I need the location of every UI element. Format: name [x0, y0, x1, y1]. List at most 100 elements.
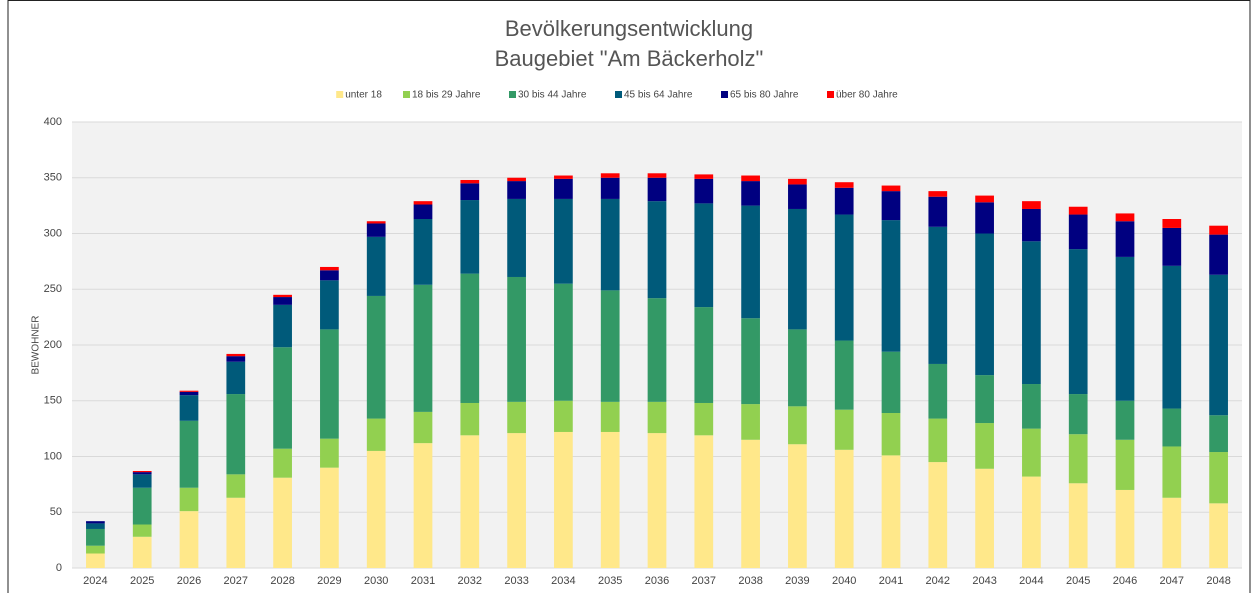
bar-segment	[600, 290, 620, 402]
bar-segment	[366, 418, 386, 451]
bar-segment	[1068, 434, 1088, 484]
x-tick-label: 2035	[598, 575, 622, 587]
legend-label: 65 bis 80 Jahre	[730, 90, 799, 101]
legend-swatch	[509, 91, 516, 98]
bar-segment	[1209, 225, 1228, 235]
bar-segment	[694, 435, 714, 568]
bar-segment	[1022, 476, 1041, 568]
bar-segment	[881, 220, 901, 352]
x-tick-label: 2047	[1160, 575, 1184, 587]
bar-segment	[273, 448, 292, 478]
bar-segment	[600, 198, 620, 291]
bar-segment	[413, 443, 433, 568]
bar-segment	[881, 351, 901, 414]
bar-segment	[788, 184, 807, 209]
legend-swatch	[827, 91, 834, 98]
bar-segment	[366, 450, 386, 568]
bar-segment	[1022, 428, 1041, 477]
bar-segment	[507, 433, 526, 568]
bar-segment	[788, 406, 807, 445]
bar-segment	[788, 329, 807, 407]
y-tick-label: 250	[44, 283, 62, 295]
bar-segment	[273, 347, 292, 449]
chart-title: Bevölkerungsentwicklung	[505, 16, 753, 41]
y-tick-label: 150	[44, 395, 62, 407]
bar-segment	[1209, 415, 1228, 453]
bar-segment	[881, 413, 901, 456]
bar-segment	[1115, 400, 1135, 440]
bar-segment	[600, 173, 620, 178]
y-tick-label: 200	[44, 339, 62, 351]
bar-segment	[226, 394, 246, 475]
bar-segment	[1209, 503, 1228, 568]
bar-segment	[226, 353, 246, 357]
y-tick-label: 0	[56, 562, 62, 574]
bar-segment	[179, 395, 199, 421]
bar-segment	[1162, 227, 1182, 266]
bar-segment	[86, 523, 105, 529]
bar-segment	[647, 433, 667, 568]
bar-segment	[273, 477, 292, 568]
x-tick-label: 2034	[551, 575, 575, 587]
bar-segment	[132, 472, 152, 475]
bar-segment	[1115, 439, 1135, 490]
bar-segment	[928, 363, 948, 419]
bar-segment	[1068, 483, 1088, 568]
bar-segment	[694, 178, 714, 204]
y-tick-label: 350	[44, 172, 62, 184]
bar-segment	[881, 455, 901, 568]
bar-segment	[694, 402, 714, 436]
bar-segment	[226, 356, 246, 362]
bar-segment	[788, 178, 807, 185]
bar-segment	[1162, 265, 1182, 409]
bar-segment	[834, 182, 854, 188]
bar-segment	[1068, 394, 1088, 435]
bar-segment	[975, 468, 994, 568]
bar-segment	[460, 183, 480, 201]
bar-segment	[1209, 452, 1228, 504]
legend-label: 18 bis 29 Jahre	[412, 90, 481, 101]
bar-segment	[975, 375, 994, 424]
x-tick-label: 2026	[177, 575, 201, 587]
bar-segment	[132, 536, 152, 568]
bar-segment	[647, 173, 667, 178]
bar-segment	[741, 175, 760, 182]
y-tick-label: 50	[50, 506, 62, 518]
bar-segment	[554, 283, 573, 401]
x-tick-label: 2028	[270, 575, 294, 587]
bar-segment	[834, 214, 854, 341]
bar-segment	[975, 202, 994, 234]
bar-segment	[179, 487, 199, 512]
bar-segment	[320, 266, 339, 271]
bar-segment	[975, 233, 994, 376]
bar-segment	[507, 276, 526, 402]
bar-segment	[460, 273, 480, 403]
y-tick-label: 400	[44, 116, 62, 128]
x-tick-label: 2032	[458, 575, 482, 587]
x-tick-label: 2039	[785, 575, 809, 587]
bar-segment	[273, 294, 292, 298]
bar-segment	[1115, 256, 1135, 401]
x-tick-label: 2037	[692, 575, 716, 587]
bar-segment	[554, 400, 573, 432]
bar-segment	[226, 361, 246, 395]
bar-segment	[1068, 214, 1088, 250]
x-tick-label: 2045	[1066, 575, 1090, 587]
bar-segment	[507, 401, 526, 434]
x-tick-label: 2030	[364, 575, 388, 587]
bar-segment	[366, 236, 386, 296]
bar-segment	[975, 423, 994, 469]
bar-segment	[273, 304, 292, 348]
bar-segment	[320, 329, 339, 439]
bar-segment	[413, 201, 433, 205]
bar-segment	[132, 524, 152, 537]
bar-segment	[647, 201, 667, 299]
bar-segment	[320, 280, 339, 330]
bar-segment	[928, 462, 948, 568]
legend-label: über 80 Jahre	[836, 90, 898, 101]
legend-label: unter 18	[345, 90, 382, 101]
bar-segment	[1022, 208, 1041, 242]
x-tick-label: 2048	[1206, 575, 1230, 587]
bar-segment	[366, 223, 386, 237]
